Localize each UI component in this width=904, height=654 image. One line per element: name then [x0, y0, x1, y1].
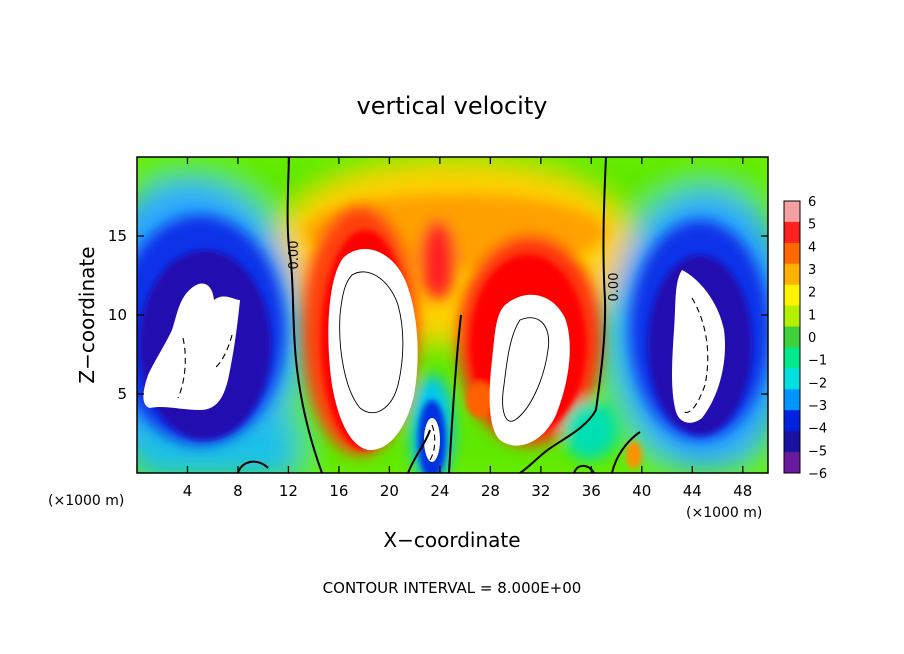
colorbar-swatch-4	[784, 284, 800, 307]
x-tick-label-1: 8	[233, 482, 243, 500]
contour-label-left: 0.00	[287, 241, 302, 270]
contour-label-right: 0.00	[607, 273, 622, 302]
x-axis-unit-right: (×1000 m)	[686, 505, 762, 521]
y-tick-label-2: 15	[108, 227, 127, 245]
colorbar-swatch-6	[784, 326, 800, 348]
colorbar-swatch-2	[784, 242, 800, 265]
colorbar-label-9: −3	[808, 399, 827, 414]
y-tick-label-0: 5	[117, 385, 127, 403]
x-tick-label-5: 24	[430, 482, 449, 500]
colorbar-frame	[783, 200, 801, 474]
colorbar-swatch-1	[784, 221, 800, 244]
negative-contours	[177, 297, 709, 461]
colorbar-swatch-9	[784, 389, 800, 411]
colorbar-swatch-10	[784, 410, 800, 432]
colorbar-label-7: −1	[808, 354, 827, 369]
colorbar-label-0: 6	[808, 195, 816, 210]
colorbar-label-10: −4	[808, 422, 827, 437]
x-tick-label-2: 12	[279, 482, 298, 500]
x-tick-label-3: 16	[329, 482, 348, 500]
saturated-regions	[143, 249, 726, 462]
x-axis-label: X−coordinate	[383, 528, 520, 552]
x-axis: 4 8 12 16 20 24 28 32 36 40 44 48	[183, 157, 752, 500]
colorbar-swatch-11	[784, 431, 800, 453]
colorbar-label-4: 2	[808, 286, 816, 301]
x-tick-label-4: 20	[380, 482, 399, 500]
x-tick-label-6: 28	[481, 482, 500, 500]
y-axis-label: Z−coordinate	[75, 246, 99, 383]
colorbar-label-3: 3	[808, 263, 816, 278]
x-tick-label-9: 40	[632, 482, 651, 500]
x-tick-label-0: 4	[183, 482, 193, 500]
colorbar-swatch-8	[784, 368, 800, 390]
colorbar-label-6: 0	[808, 331, 816, 346]
colorbar-label-11: −5	[808, 444, 827, 459]
x-tick-label-11: 48	[733, 482, 752, 500]
chart-title: vertical velocity	[357, 92, 548, 120]
contour-interval-note: CONTOUR INTERVAL = 8.000E+00	[323, 579, 582, 597]
colorbar: 6 5 4 3 2 1 0 −1 −2 −3 −4 −5 −6	[783, 195, 827, 482]
colorbar-label-5: 1	[808, 308, 816, 323]
y-axis: 5 10 15	[108, 227, 768, 403]
x-tick-label-8: 36	[582, 482, 601, 500]
colorbar-swatch-0	[784, 201, 800, 223]
colorbar-label-1: 5	[808, 218, 816, 233]
colorbar-label-12: −6	[808, 467, 827, 482]
colorbar-swatch-7	[784, 347, 800, 369]
colorbar-swatch-12	[784, 452, 800, 474]
colorbar-swatch-5	[784, 305, 800, 328]
heatmap-field	[137, 157, 768, 473]
colorbar-swatch-3	[784, 263, 800, 286]
x-axis-unit-left: (×1000 m)	[48, 493, 124, 509]
colorbar-label-8: −2	[808, 376, 827, 391]
y-tick-label-1: 10	[108, 306, 127, 324]
x-tick-label-7: 32	[531, 482, 550, 500]
x-tick-label-10: 44	[683, 482, 702, 500]
zero-contours	[237, 157, 641, 473]
interior-contours	[339, 271, 550, 422]
colorbar-label-2: 4	[808, 240, 816, 255]
